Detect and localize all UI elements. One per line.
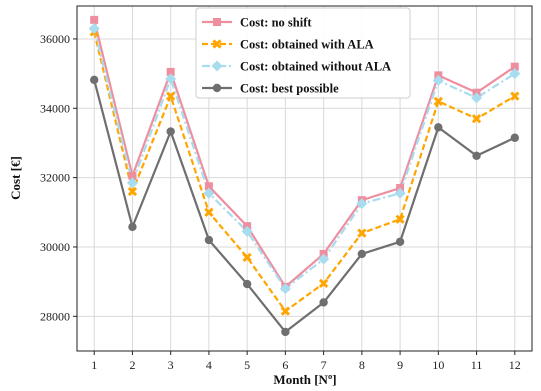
series-3-point (90, 75, 99, 85)
series-3-point (281, 327, 290, 337)
series-1-point (242, 252, 252, 263)
y-tick-label: 30000 (40, 240, 70, 254)
x-tick-label: 8 (359, 358, 365, 372)
x-axis-label: Month [Nº] (273, 372, 336, 387)
x-tick-label: 12 (509, 358, 521, 372)
legend-swatch-marker (211, 60, 223, 72)
x-tick-label: 4 (206, 358, 212, 372)
series-1-point (166, 91, 176, 101)
legend-swatch-marker (212, 39, 222, 49)
series-3-point (434, 123, 443, 132)
series-3-point (472, 151, 481, 160)
x-tick-label: 7 (321, 358, 327, 372)
plot-frame (76, 5, 533, 352)
series-2-point (509, 68, 521, 80)
series-markers (88, 15, 521, 337)
series-2-point (203, 187, 215, 199)
y-axis-label: Cost [€] (8, 156, 23, 200)
legend-entry-label: Cost: no shift (240, 16, 312, 30)
series-1-point (395, 214, 405, 224)
series-2-point (88, 23, 100, 35)
series-0-point (166, 67, 175, 76)
series-2-point (432, 75, 444, 87)
series-1-point (318, 278, 329, 289)
legend-entry-label: Cost: obtained with ALA (240, 38, 374, 52)
series-line-3 (93, 79, 516, 334)
x-tick-label: 2 (129, 358, 135, 372)
series-0-point (510, 62, 519, 71)
series-1-point (204, 207, 214, 217)
series-0-point (90, 15, 99, 24)
series-2-point (279, 283, 291, 295)
series-2-point (356, 198, 368, 210)
legend-box (195, 7, 411, 99)
series-line-0 (93, 19, 516, 288)
series-3-point (319, 298, 328, 307)
x-tick-label: 6 (282, 358, 288, 372)
series-lines (93, 19, 516, 334)
x-axis-ticks: 1 2 3 4 5 6 7 8 9 10 11 12 (91, 351, 521, 372)
x-tick-label: 11 (471, 358, 483, 372)
x-tick-label: 10 (432, 358, 444, 372)
x-tick-label: 9 (397, 358, 403, 372)
series-2-point (394, 187, 406, 199)
series-1-point (433, 96, 443, 107)
legend-entry-label: Cost: obtained without ALA (240, 60, 391, 74)
x-tick-label: 1 (91, 358, 97, 372)
series-2-point (126, 177, 138, 189)
series-0-point (128, 171, 137, 180)
series-1-point (471, 114, 482, 124)
series-1-point (280, 306, 291, 316)
y-tick-label: 32000 (40, 171, 70, 185)
series-2-point (165, 73, 177, 85)
y-tick-label: 36000 (40, 32, 70, 46)
series-line-1 (93, 31, 516, 313)
legend-entry-label: Cost: best possible (240, 82, 339, 96)
series-1-point (357, 228, 367, 238)
legend: Cost: no shift Cost: obtained with ALA Cos… (195, 7, 411, 99)
series-2-point (471, 92, 483, 104)
series-3-point (395, 237, 405, 246)
x-tick-label: 3 (168, 358, 174, 372)
series-line-2 (93, 28, 516, 290)
legend-swatch-marker (213, 18, 221, 26)
series-3-point (510, 133, 519, 142)
series-1-point (127, 186, 138, 197)
legend-swatch-marker (212, 83, 222, 93)
y-tick-label: 28000 (40, 309, 70, 323)
series-3-point (204, 235, 214, 245)
y-tick-label: 34000 (40, 101, 70, 115)
series-3-point (166, 127, 175, 136)
series-2-point (241, 225, 253, 237)
series-2-point (318, 253, 330, 265)
x-tick-label: 5 (244, 358, 250, 372)
series-1-point (510, 91, 520, 101)
series-3-point (128, 222, 137, 232)
y-axis-ticks: 28000 30000 32000 34000 36000 (40, 32, 77, 323)
series-3-point (357, 249, 367, 259)
series-3-point (242, 279, 252, 289)
series-0-point (204, 182, 213, 191)
